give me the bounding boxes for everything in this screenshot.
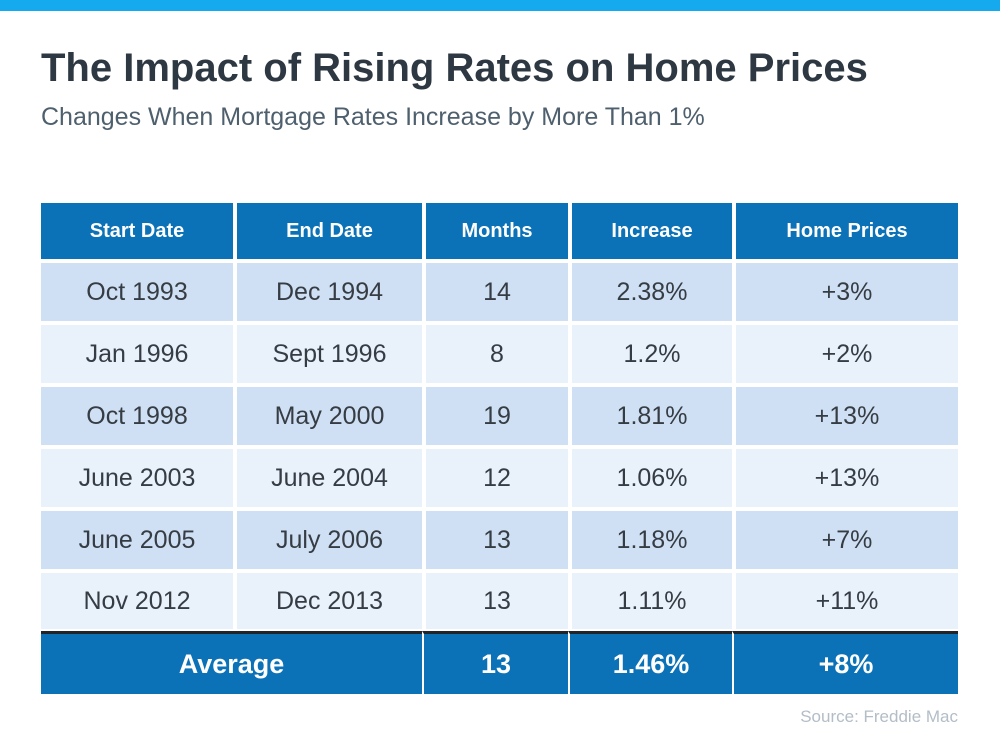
average-label: Average <box>41 631 422 694</box>
cell-increase: 1.18% <box>568 507 732 569</box>
average-row: Average 13 1.46% +8% <box>41 631 958 694</box>
column-header-start-date: Start Date <box>41 203 233 259</box>
cell-home-prices: +11% <box>732 569 958 631</box>
cell-months: 8 <box>422 321 568 383</box>
cell-end-date: July 2006 <box>233 507 422 569</box>
top-accent-bar <box>0 0 1000 11</box>
cell-home-prices: +13% <box>732 445 958 507</box>
table-header-row: Start Date End Date Months Increase Home… <box>41 203 958 259</box>
cell-end-date: Dec 2013 <box>233 569 422 631</box>
page-subtitle: Changes When Mortgage Rates Increase by … <box>41 103 705 131</box>
rates-impact-table: Start Date End Date Months Increase Home… <box>41 203 958 694</box>
column-header-home-prices: Home Prices <box>732 203 958 259</box>
cell-start-date: Oct 1993 <box>41 259 233 321</box>
cell-start-date: Oct 1998 <box>41 383 233 445</box>
cell-start-date: June 2003 <box>41 445 233 507</box>
table-row: Nov 2012 Dec 2013 13 1.11% +11% <box>41 569 958 631</box>
page-title: The Impact of Rising Rates on Home Price… <box>41 46 868 90</box>
cell-increase: 1.11% <box>568 569 732 631</box>
column-header-increase: Increase <box>568 203 732 259</box>
column-header-end-date: End Date <box>233 203 422 259</box>
cell-increase: 1.06% <box>568 445 732 507</box>
average-months: 13 <box>422 631 568 694</box>
cell-start-date: Jan 1996 <box>41 321 233 383</box>
average-increase: 1.46% <box>568 631 732 694</box>
cell-start-date: Nov 2012 <box>41 569 233 631</box>
cell-months: 19 <box>422 383 568 445</box>
cell-months: 13 <box>422 507 568 569</box>
cell-end-date: June 2004 <box>233 445 422 507</box>
table-row: June 2003 June 2004 12 1.06% +13% <box>41 445 958 507</box>
table-row: Oct 1998 May 2000 19 1.81% +13% <box>41 383 958 445</box>
cell-months: 14 <box>422 259 568 321</box>
cell-home-prices: +13% <box>732 383 958 445</box>
cell-increase: 2.38% <box>568 259 732 321</box>
cell-months: 13 <box>422 569 568 631</box>
cell-end-date: May 2000 <box>233 383 422 445</box>
table-row: Oct 1993 Dec 1994 14 2.38% +3% <box>41 259 958 321</box>
cell-home-prices: +3% <box>732 259 958 321</box>
cell-months: 12 <box>422 445 568 507</box>
cell-increase: 1.81% <box>568 383 732 445</box>
source-attribution: Source: Freddie Mac <box>800 707 958 726</box>
cell-start-date: June 2005 <box>41 507 233 569</box>
average-home-prices: +8% <box>732 631 958 694</box>
cell-end-date: Sept 1996 <box>233 321 422 383</box>
cell-home-prices: +2% <box>732 321 958 383</box>
table-row: June 2005 July 2006 13 1.18% +7% <box>41 507 958 569</box>
cell-end-date: Dec 1994 <box>233 259 422 321</box>
column-header-months: Months <box>422 203 568 259</box>
cell-home-prices: +7% <box>732 507 958 569</box>
table-row: Jan 1996 Sept 1996 8 1.2% +2% <box>41 321 958 383</box>
cell-increase: 1.2% <box>568 321 732 383</box>
